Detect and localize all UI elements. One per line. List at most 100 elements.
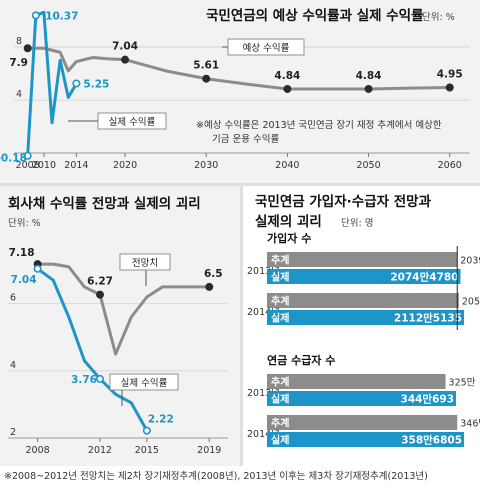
x-tick-label: 2020 <box>113 160 137 171</box>
y-tick-label: 8 <box>16 36 22 47</box>
bar-series-label: 실제 <box>271 271 289 284</box>
year-label: 2013년 <box>247 388 280 399</box>
bar-value-label: 344만693 <box>401 393 455 406</box>
bar-series-label: 실제 <box>271 393 289 406</box>
divider-horizontal <box>0 183 480 186</box>
bar-actual <box>267 432 465 447</box>
data-point <box>23 44 32 53</box>
data-point <box>96 374 105 383</box>
data-point <box>33 264 42 273</box>
bar-groups: 가입자 수2013년추계2039만6000실제2074만47802014년추계2… <box>247 231 480 447</box>
year-label: 2014년 <box>247 307 280 318</box>
legend-forecast: 전망치 <box>119 253 171 286</box>
data-label: 6.27 <box>87 276 113 288</box>
data-label: 5.61 <box>193 60 219 72</box>
bar-value-label: 2074만4780 <box>390 271 458 284</box>
bar-forecast <box>267 374 446 389</box>
data-point <box>121 55 130 64</box>
data-point <box>364 84 373 93</box>
footnote: ※2008~2012년 전망치는 제2차 장기재정추계(2008년), 2013… <box>0 466 480 488</box>
data-label: 6.5 <box>204 268 223 280</box>
chart-unit: 단위: % <box>8 217 41 229</box>
bar-value-label: 2057만 <box>462 297 480 308</box>
series-lines <box>36 262 210 432</box>
divider-vertical <box>240 186 243 466</box>
data-labels: 7.18 6.27 6.5 7.04 3.76 2.22 <box>9 247 223 435</box>
x-tick-label: 2060 <box>438 160 462 171</box>
data-label: 7.9 <box>9 57 28 69</box>
data-point <box>283 84 292 93</box>
x-tick-label: 2050 <box>356 160 380 171</box>
bar-value-label: 2039만6000 <box>460 256 480 267</box>
year-label: 2014년 <box>247 429 280 440</box>
group-title: 연금 수급자 수 <box>267 353 335 367</box>
data-point <box>31 11 40 20</box>
subscriber-bar-chart: 국민연금 가입자·수급자 전망과 실제의 괴리 단위: 명 가입자 수 2013년… <box>247 193 480 447</box>
data-point <box>142 426 151 435</box>
y-tick-label: 4 <box>10 360 16 371</box>
data-label: 5.25 <box>83 79 109 91</box>
bar-series-label: 실제 <box>271 312 289 325</box>
bar-actual <box>267 310 465 325</box>
year-label: 2013년 <box>247 266 280 277</box>
data-point <box>202 74 211 83</box>
bar-value-label: 2112만5135 <box>394 312 462 325</box>
data-label: 7.04 <box>112 41 138 53</box>
x-tick-label: 2008 <box>26 445 50 456</box>
x-axis: 2008 2012 2015 2019 <box>8 437 228 456</box>
y-tick-label: 2 <box>10 427 16 438</box>
data-point <box>96 290 105 299</box>
chart-title-line2: 실제의 괴리 <box>255 213 322 230</box>
bar-actual <box>267 391 457 406</box>
chart-unit: 단위: 명 <box>341 217 373 229</box>
data-label: -0.18 <box>0 153 27 165</box>
data-label: 10.37 <box>45 10 78 22</box>
legend-expected: 예상 수익률 <box>222 38 305 56</box>
bar-actual <box>267 269 461 284</box>
subscriber-recipient-chart: 국민연금 가입자·수급자 전망과 실제의 괴리 단위: 명 가입자 수 2013년… <box>243 186 480 466</box>
x-tick-label: 2040 <box>275 160 299 171</box>
legend-label-forecast: 전망치 <box>132 257 158 269</box>
corporate-bond-yield-chart: 회사채 수익률 전망과 실제의 괴리 단위: % 6 4 2 2008 2012 201… <box>0 186 240 466</box>
y-tick-label: 4 <box>16 89 22 100</box>
x-tick-label: 2012 <box>88 445 112 456</box>
data-point <box>445 83 454 92</box>
data-label: 4.84 <box>356 70 382 82</box>
bar-series-label: 추계 <box>271 376 289 389</box>
bar-forecast <box>267 252 458 267</box>
chart-title-line1: 국민연금 가입자·수급자 전망과 <box>255 193 432 210</box>
data-point <box>23 151 32 160</box>
bar-value-label: 358만6805 <box>401 434 462 447</box>
data-label: 2.22 <box>148 414 174 426</box>
chart-note-line1: ※예상 수익률은 2013년 국민연금 장기 재정 추계에서 예상한 <box>196 119 442 131</box>
data-label: 7.04 <box>11 274 37 286</box>
chart-title: 국민연금의 예상 수익률과 실제 수익률 <box>206 7 424 24</box>
legend-label-actual: 실제 수익률 <box>121 377 168 389</box>
series-line-b <box>26 10 78 156</box>
chart-unit: 단위: % <box>422 11 455 23</box>
data-labels: 7.9 7.04 5.61 4.84 4.84 4.95 -0.18 10.37 5.25 <box>0 10 463 164</box>
chart-note-line2: 기금 운용 수익률 <box>212 133 279 145</box>
data-label: 4.95 <box>437 68 463 80</box>
data-label: 3.76 <box>71 374 97 386</box>
x-tick-label: 2015 <box>135 445 159 456</box>
bar-series-label: 추계 <box>271 417 289 430</box>
x-tick-label: 2008 <box>16 160 40 171</box>
y-gridlines: 6 4 2 <box>8 293 228 439</box>
bond-line-chart: 회사채 수익률 전망과 실제의 괴리 단위: % 6 4 2 2008 2012 201… <box>8 195 228 456</box>
x-tick-label: 2014 <box>64 160 88 171</box>
bar-value-label: 346만3000 <box>460 419 480 430</box>
data-label: 4.84 <box>274 70 300 82</box>
x-tick-label: 2030 <box>194 160 218 171</box>
legend-label-expected: 예상 수익률 <box>243 42 290 54</box>
bar-series-label: 추계 <box>271 254 289 267</box>
bar-value-label: 325만 <box>449 378 476 389</box>
series-line-a <box>27 46 450 91</box>
y-tick-label: 6 <box>10 293 16 304</box>
data-point <box>205 282 214 291</box>
bar-forecast <box>267 415 458 430</box>
x-tick-label: 2010 <box>32 160 56 171</box>
